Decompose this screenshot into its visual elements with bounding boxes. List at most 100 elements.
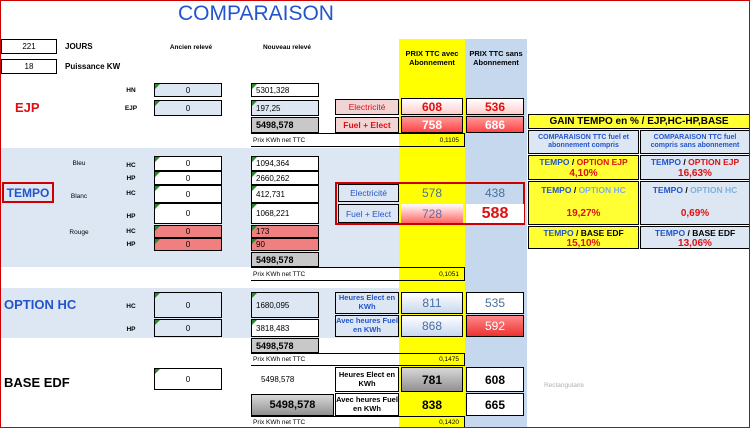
tempo-rouge-hc-new[interactable]: 173 <box>251 225 319 238</box>
ejp-prix-border <box>251 133 465 147</box>
tempo-rouge-hp-new[interactable]: 90 <box>251 238 319 251</box>
optionhc-fuel-label: Avec heures Fuel en KWh <box>335 315 399 337</box>
tempo-prix-label: Prix KWh net TTC <box>253 270 306 278</box>
puissance-input[interactable]: 18 <box>1 59 57 74</box>
tempo-rouge-hc-old[interactable]: 0 <box>154 225 222 238</box>
gain-hc-sans-cell <box>640 181 749 225</box>
optionhc-hc-new[interactable]: 1680,095 <box>251 292 319 318</box>
header-ttc-avec: PRIX TTC avec Abonnement <box>405 49 459 67</box>
ejp-hn-new[interactable]: 5301,328 <box>251 83 319 97</box>
optionhc-heures-avec: 811 <box>401 292 463 314</box>
ejp-prix-label: Prix KWh net TTC <box>253 136 306 144</box>
jours-label: JOURS <box>65 42 93 51</box>
tempo-blanc-hp-old[interactable]: 0 <box>154 203 222 224</box>
gain-comp-sans: COMPARAISON TTC fuel compris sans abonne… <box>640 130 749 154</box>
tempo-rouge-hc-label: HC <box>126 228 136 235</box>
tempo-blanc-hp-new[interactable]: 1068,221 <box>251 203 319 224</box>
base-prix-label: Prix KWh net TTC <box>253 419 306 426</box>
tempo-elec-label: Electricité <box>338 184 399 202</box>
gain-sep: / <box>571 157 575 167</box>
header-ancien: Ancien relevé <box>169 43 213 51</box>
optionhc-hp-old[interactable]: 0 <box>154 319 222 337</box>
section-base: BASE EDF <box>4 374 70 390</box>
base-new[interactable]: 5498,578 <box>261 374 295 384</box>
gain-tempo-label: TEMPO <box>654 227 686 238</box>
base-old[interactable]: 0 <box>154 368 222 390</box>
header-nouveau: Nouveau relevé <box>262 43 312 51</box>
tempo-bleu-hc-old[interactable]: 0 <box>154 156 222 171</box>
optionhc-heures-label: Heures Elect en KWh <box>335 292 399 314</box>
optionhc-fuel-sans: 592 <box>466 315 524 337</box>
gain-tempo-label: TEMPO <box>539 157 570 167</box>
ejp-fuel-sans: 686 <box>466 116 524 133</box>
base-prix: 0,1420 <box>439 419 459 426</box>
jours-input[interactable]: 221 <box>1 39 57 54</box>
tempo-bleu-label: Bleu <box>72 159 86 167</box>
optionhc-hc-label: HC <box>126 302 136 310</box>
ejp-hn-old[interactable]: 0 <box>154 83 222 97</box>
base-total: 5498,578 <box>251 394 334 416</box>
ejp-ejp-old[interactable]: 0 <box>154 100 222 116</box>
optionhc-hp-new[interactable]: 3818,483 <box>251 319 319 337</box>
puissance-label: Puissance KW <box>65 62 121 71</box>
gain-opt-hc-label: OPTION HC <box>690 185 738 195</box>
tempo-blanc-hc-label: HC <box>126 189 136 197</box>
ejp-elec-avec: 608 <box>401 98 463 115</box>
tempo-fuel-sans: 588 <box>466 204 524 223</box>
gain-sep: / <box>573 185 577 195</box>
tempo-bleu-hp-new[interactable]: 2660,262 <box>251 171 319 185</box>
watermark-label: Rectangulaire <box>543 381 585 389</box>
gain-hc-avec-cell <box>528 181 639 225</box>
tempo-rouge-hp-old[interactable]: 0 <box>154 238 222 251</box>
gain-opt-hc-label: OPTION HC <box>578 185 626 195</box>
gain-ejp-sans: 16,63% <box>678 168 712 179</box>
gain-tempo-label: TEMPO <box>541 185 572 195</box>
gain-base-avec-cell <box>528 226 639 249</box>
tempo-elec-sans: 438 <box>484 186 506 200</box>
optionhc-heures-sans: 535 <box>466 292 524 314</box>
header-ttc-sans: PRIX TTC sans Abonnement <box>469 49 523 67</box>
tempo-blanc-hc-new[interactable]: 412,731 <box>251 185 319 203</box>
gain-ejp-sans-cell <box>640 155 749 180</box>
tempo-bleu-hp-label: HP <box>126 174 136 182</box>
ejp-ejp-new[interactable]: 197,25 <box>251 100 319 116</box>
base-heures-label: Heures Elect en KWh <box>335 367 399 392</box>
gain-comp-avec: COMPARAISON TTC fuel et abonnement compr… <box>528 130 639 154</box>
gain-base-sans-caption: TEMPO / BASE EDF <box>641 227 749 238</box>
gain-title: GAIN TEMPO en % / EJP,HC-HP,BASE <box>528 114 749 129</box>
optionhc-hc-old[interactable]: 0 <box>154 292 222 318</box>
optionhc-fuel-avec: 868 <box>401 315 463 337</box>
tempo-prix-border <box>251 267 465 281</box>
ejp-fuel-label: Fuel + Elect <box>335 117 399 133</box>
tempo-elec-avec: 578 <box>421 186 443 200</box>
tempo-blanc-hp-label: HP <box>126 212 136 220</box>
tempo-bleu-hc-label: HC <box>126 161 136 169</box>
gain-base-sans-cell <box>640 226 749 249</box>
gain-ejp-avec-caption: TEMPO / OPTION EJP <box>529 156 638 168</box>
gain-base-avec-caption: TEMPO / BASE EDF <box>529 227 638 238</box>
optionhc-prix-label: Prix KWh net TTC <box>253 356 306 363</box>
gain-hc-sans-caption: TEMPO / OPTION HC <box>641 184 749 196</box>
tempo-bleu-hc-new[interactable]: 1094,364 <box>251 156 319 171</box>
ejp-ejp-label: EJP <box>124 104 138 112</box>
optionhc-hp-label: HP <box>126 325 136 333</box>
section-tempo: TEMPO <box>2 182 54 203</box>
gain-tempo-label: TEMPO <box>650 157 682 167</box>
optionhc-prix: 0,1475 <box>439 356 459 363</box>
base-prix-border <box>251 416 465 427</box>
gain-hc-avec-caption: TEMPO / OPTION HC <box>529 184 638 196</box>
tempo-fuel-label: Fuel + Elect <box>338 204 399 223</box>
gain-base-label: BASE EDF <box>692 227 736 238</box>
tempo-blanc-hc-old[interactable]: 0 <box>154 185 222 203</box>
tempo-bleu-hp-old[interactable]: 0 <box>154 171 222 185</box>
ejp-prix: 0,1105 <box>439 136 459 144</box>
base-heures-avec: 781 <box>401 367 463 392</box>
gain-ejp-sans-caption: TEMPO / OPTION EJP <box>641 156 749 168</box>
tempo-price-frame <box>335 182 525 225</box>
gain-base-label: BASE EDF <box>580 227 624 238</box>
gain-sep: / <box>683 157 686 167</box>
optionhc-total: 5498,578 <box>251 338 319 353</box>
ejp-elec-sans: 536 <box>466 98 524 115</box>
section-ejp: EJP <box>15 99 40 115</box>
